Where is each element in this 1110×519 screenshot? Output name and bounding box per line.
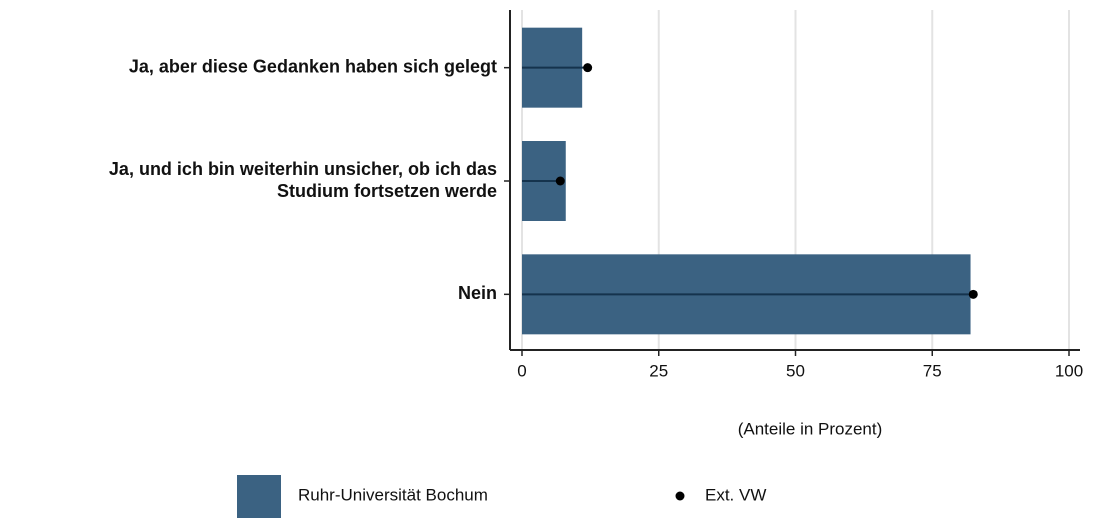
dot [583, 63, 593, 73]
x-tick-label: 0 [517, 361, 526, 380]
y-tick-label: Ja, und ich bin weiterhin unsicher, ob i… [109, 159, 497, 201]
x-tick-label: 25 [649, 361, 668, 380]
x-tick-label: 75 [923, 361, 942, 380]
legend-swatch [237, 475, 281, 518]
legend-label: Ext. VW [705, 485, 766, 504]
legend-label: Ruhr-Universität Bochum [298, 485, 488, 504]
dot [968, 289, 978, 299]
y-tick-label: Ja, aber diese Gedanken haben sich geleg… [129, 56, 497, 76]
legend-dot [675, 491, 685, 501]
y-tick-label: Nein [458, 283, 497, 303]
dot [555, 176, 565, 186]
x-tick-label: 50 [786, 361, 805, 380]
x-axis-label: (Anteile in Prozent) [738, 419, 883, 438]
x-tick-label: 100 [1055, 361, 1083, 380]
